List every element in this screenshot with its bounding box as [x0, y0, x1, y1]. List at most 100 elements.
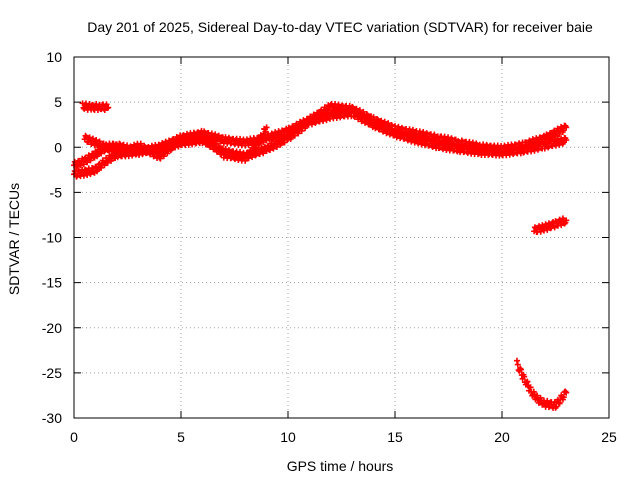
- data-point: [208, 138, 215, 145]
- y-tick-label: -15: [42, 275, 62, 291]
- data-point: [212, 141, 219, 148]
- data-point: [517, 366, 524, 373]
- data-point: [499, 151, 505, 158]
- y-tick-label: 5: [54, 94, 62, 110]
- data-point: [323, 117, 330, 124]
- data-point: [362, 119, 369, 126]
- data-point: [285, 124, 292, 131]
- data-point: [98, 150, 105, 157]
- chart-title: Day 201 of 2025, Sidereal Day-to-day VTE…: [87, 19, 593, 35]
- data-point: [262, 128, 269, 135]
- y-tick-label: -10: [42, 230, 62, 246]
- data-point: [156, 154, 163, 161]
- x-tick-label: 0: [70, 429, 78, 445]
- data-point: [543, 131, 550, 138]
- data-series: [71, 100, 570, 411]
- data-point: [563, 217, 570, 224]
- data-point: [556, 400, 563, 407]
- data-point: [172, 144, 179, 151]
- y-tick-label: -25: [42, 365, 62, 381]
- data-point: [556, 141, 563, 148]
- data-point: [431, 138, 438, 145]
- x-tick-label: 25: [601, 429, 617, 445]
- data-point: [553, 403, 560, 410]
- data-point: [488, 151, 495, 158]
- data-point: [273, 143, 280, 150]
- series-arc-c: [81, 124, 270, 164]
- data-point: [398, 130, 405, 137]
- y-tick-label: -30: [42, 410, 62, 426]
- data-point: [242, 157, 249, 164]
- data-point: [563, 137, 570, 144]
- data-point: [105, 104, 112, 111]
- data-point: [545, 144, 552, 151]
- data-point: [524, 378, 531, 385]
- data-point: [104, 159, 111, 166]
- data-point: [84, 159, 91, 166]
- data-point: [93, 137, 100, 144]
- data-point: [258, 134, 265, 141]
- data-point: [270, 145, 277, 152]
- data-point: [431, 131, 438, 138]
- data-point: [527, 384, 534, 391]
- data-point: [563, 389, 570, 396]
- data-point: [98, 164, 105, 171]
- data-point: [252, 145, 259, 152]
- data-point: [320, 117, 327, 124]
- data-point: [260, 150, 267, 157]
- data-point: [561, 220, 568, 227]
- data-point: [520, 149, 527, 156]
- data-point: [205, 135, 212, 142]
- x-tick-label: 15: [387, 429, 403, 445]
- data-point: [255, 141, 262, 148]
- data-point: [560, 394, 567, 401]
- data-point: [256, 140, 263, 147]
- data-point: [157, 155, 164, 162]
- data-point: [406, 131, 413, 138]
- data-point: [372, 125, 379, 132]
- data-point: [103, 101, 110, 108]
- axis-ticks: 0 5 10 15 20 25 10 5 0 -5 -10 -15 -20 -25 -30: [42, 49, 617, 445]
- x-tick-label: 20: [494, 429, 510, 445]
- data-point: [160, 153, 167, 160]
- data-point: [445, 134, 452, 141]
- data-point: [152, 147, 159, 154]
- data-point: [139, 147, 146, 154]
- data-point: [248, 150, 255, 157]
- x-axis-label: GPS time / hours: [287, 458, 394, 474]
- data-point: [416, 134, 423, 141]
- data-point: [80, 161, 87, 168]
- data-point: [167, 147, 174, 154]
- data-point: [298, 127, 305, 134]
- data-point: [523, 379, 530, 386]
- data-point: [534, 392, 541, 399]
- data-point: [537, 228, 544, 235]
- data-point: [558, 222, 565, 229]
- data-point: [207, 139, 214, 146]
- data-point: [263, 124, 270, 131]
- data-point: [245, 154, 252, 161]
- grid-lines: [74, 57, 609, 418]
- data-point: [249, 149, 256, 156]
- data-point: [356, 111, 363, 118]
- y-tick-label: -20: [42, 320, 62, 336]
- data-point: [353, 109, 360, 116]
- y-tick-label: 0: [54, 139, 62, 155]
- data-point: [409, 132, 416, 139]
- series-arc-d: [79, 100, 112, 114]
- y-tick-label: -5: [50, 184, 63, 200]
- data-point: [521, 373, 528, 380]
- data-point: [295, 130, 302, 137]
- y-axis-label: SDTVAR / TECUs: [6, 183, 22, 295]
- data-point: [398, 124, 405, 131]
- data-point: [86, 134, 93, 141]
- data-point: [552, 132, 559, 139]
- data-point: [381, 123, 388, 130]
- series-arc-f: [513, 357, 570, 411]
- data-point: [90, 105, 97, 112]
- data-point: [517, 365, 524, 372]
- x-tick-label: 5: [177, 429, 185, 445]
- series-arc-e: [531, 215, 570, 235]
- x-tick-label: 10: [280, 429, 296, 445]
